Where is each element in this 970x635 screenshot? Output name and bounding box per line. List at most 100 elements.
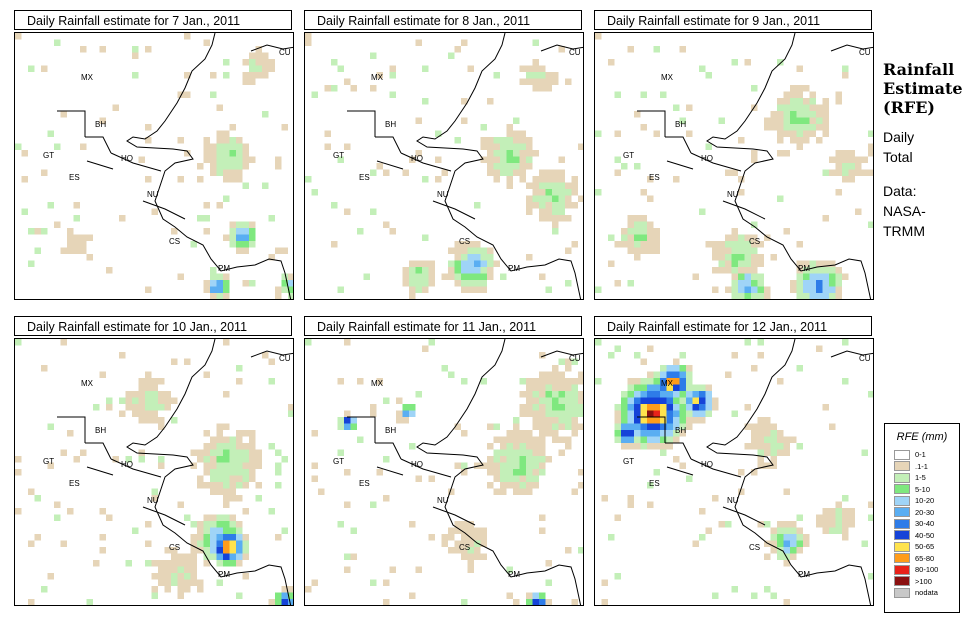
rainfall-cell (203, 443, 210, 450)
rainfall-cell (242, 72, 249, 79)
rainfall-cell (184, 553, 191, 560)
rainfall-cell (376, 72, 383, 79)
rainfall-cell (803, 130, 810, 137)
rainfall-cell (539, 423, 546, 430)
rainfall-cell (640, 443, 647, 450)
rainfall-cell (545, 404, 552, 411)
rainfall-cell (389, 72, 396, 79)
rainfall-cell (236, 553, 243, 560)
rainfall-cell (67, 300, 74, 301)
rainfall-cell (255, 462, 262, 469)
rainfall-cell (770, 117, 777, 124)
rainfall-cell (151, 404, 158, 411)
legend-swatch (894, 518, 910, 529)
rainfall-cell (822, 260, 829, 267)
rainfall-cell (132, 397, 139, 404)
rainfall-cell (86, 234, 93, 241)
rainfall-cell (627, 241, 634, 248)
rainfall-cell (809, 273, 816, 280)
rainfall-cell (415, 475, 422, 482)
rainfall-cell (532, 189, 539, 196)
rainfall-cell (558, 202, 565, 209)
country-border (722, 506, 766, 526)
rainfall-cell (545, 456, 552, 463)
rainfall-cell (653, 443, 660, 450)
rainfall-cell (868, 514, 873, 521)
rainfall-cell (513, 456, 520, 463)
rainfall-cell (842, 65, 849, 72)
rainfall-cell (158, 378, 165, 385)
country-border (347, 416, 376, 443)
rainfall-cell (506, 130, 513, 137)
rainfall-cell (223, 606, 230, 607)
rainfall-cell (647, 345, 654, 352)
rainfall-cell (744, 260, 751, 267)
rainfall-cell (653, 247, 660, 254)
rainfall-cell (764, 234, 771, 241)
rainfall-cell (640, 404, 647, 411)
rainfall-cell (158, 566, 165, 573)
rainfall-cell (203, 215, 210, 222)
rainfall-cell (552, 423, 559, 430)
rainfall-cell (673, 397, 680, 404)
rfe-panel-7jan: Daily Rainfall estimate for 7 Jan., 2011… (14, 10, 294, 300)
rainfall-cell (647, 410, 654, 417)
rainfall-cell (190, 573, 197, 580)
rainfall-cell (526, 163, 533, 170)
rainfall-cell (842, 508, 849, 515)
rainfall-cell (493, 462, 500, 469)
rainfall-cell (493, 449, 500, 456)
rainfall-cell (216, 547, 223, 554)
rainfall-cell (532, 391, 539, 398)
legend-swatch (894, 484, 910, 495)
rainfall-cell (500, 488, 507, 495)
rainfall-cell (203, 521, 210, 528)
rainfall-cell (480, 143, 487, 150)
country-label: PM (798, 264, 810, 273)
rainfall-cell (236, 228, 243, 235)
rainfall-cell (822, 273, 829, 280)
rainfall-cell (119, 397, 126, 404)
rainfall-cell (197, 540, 204, 547)
rainfall-cell (829, 280, 836, 287)
country-border (110, 152, 162, 172)
rainfall-cell (383, 456, 390, 463)
legend-item: 80-100 (885, 564, 959, 576)
rainfall-cell (571, 202, 578, 209)
rainfall-cell (526, 143, 533, 150)
rainfall-cell (783, 104, 790, 111)
rainfall-cell (738, 488, 745, 495)
rainfall-cell (666, 417, 673, 424)
rainfall-cell (350, 423, 357, 430)
rainfall-cell (552, 195, 559, 202)
rainfall-cell (34, 534, 41, 541)
rainfall-cell (809, 130, 816, 137)
rainfall-cell (539, 410, 546, 417)
rainfall-cell (552, 208, 559, 215)
rainfall-cell (480, 527, 487, 534)
legend-rows: 0-1.1-1 1-5 5-10 10-20 20-30 30-40 40-50 50-65 6… (885, 449, 959, 599)
rainfall-cell (305, 33, 312, 40)
rainfall-cell (467, 254, 474, 261)
rainfall-cell (344, 566, 351, 573)
rainfall-cell (810, 300, 817, 301)
rainfall-cell (376, 163, 383, 170)
rainfall-cell (796, 98, 803, 105)
rainfall-cell (145, 540, 152, 547)
rainfall-cell (868, 150, 873, 157)
rainfall-cell (41, 586, 48, 593)
country-label: PM (798, 570, 810, 579)
rainfall-cell (216, 280, 223, 287)
rainfall-cell (422, 260, 429, 267)
rainfall-cell (344, 423, 351, 430)
rainfall-cell (757, 436, 764, 443)
rainfall-cell (855, 169, 862, 176)
rainfall-cell (796, 286, 803, 293)
rainfall-cell (86, 599, 93, 605)
rainfall-cell (627, 221, 634, 228)
rainfall-cell (571, 404, 578, 411)
rainfall-cell (519, 469, 526, 476)
rainfall-cell (738, 267, 745, 274)
rainfall-cell (699, 410, 706, 417)
legend-swatch (894, 553, 910, 564)
